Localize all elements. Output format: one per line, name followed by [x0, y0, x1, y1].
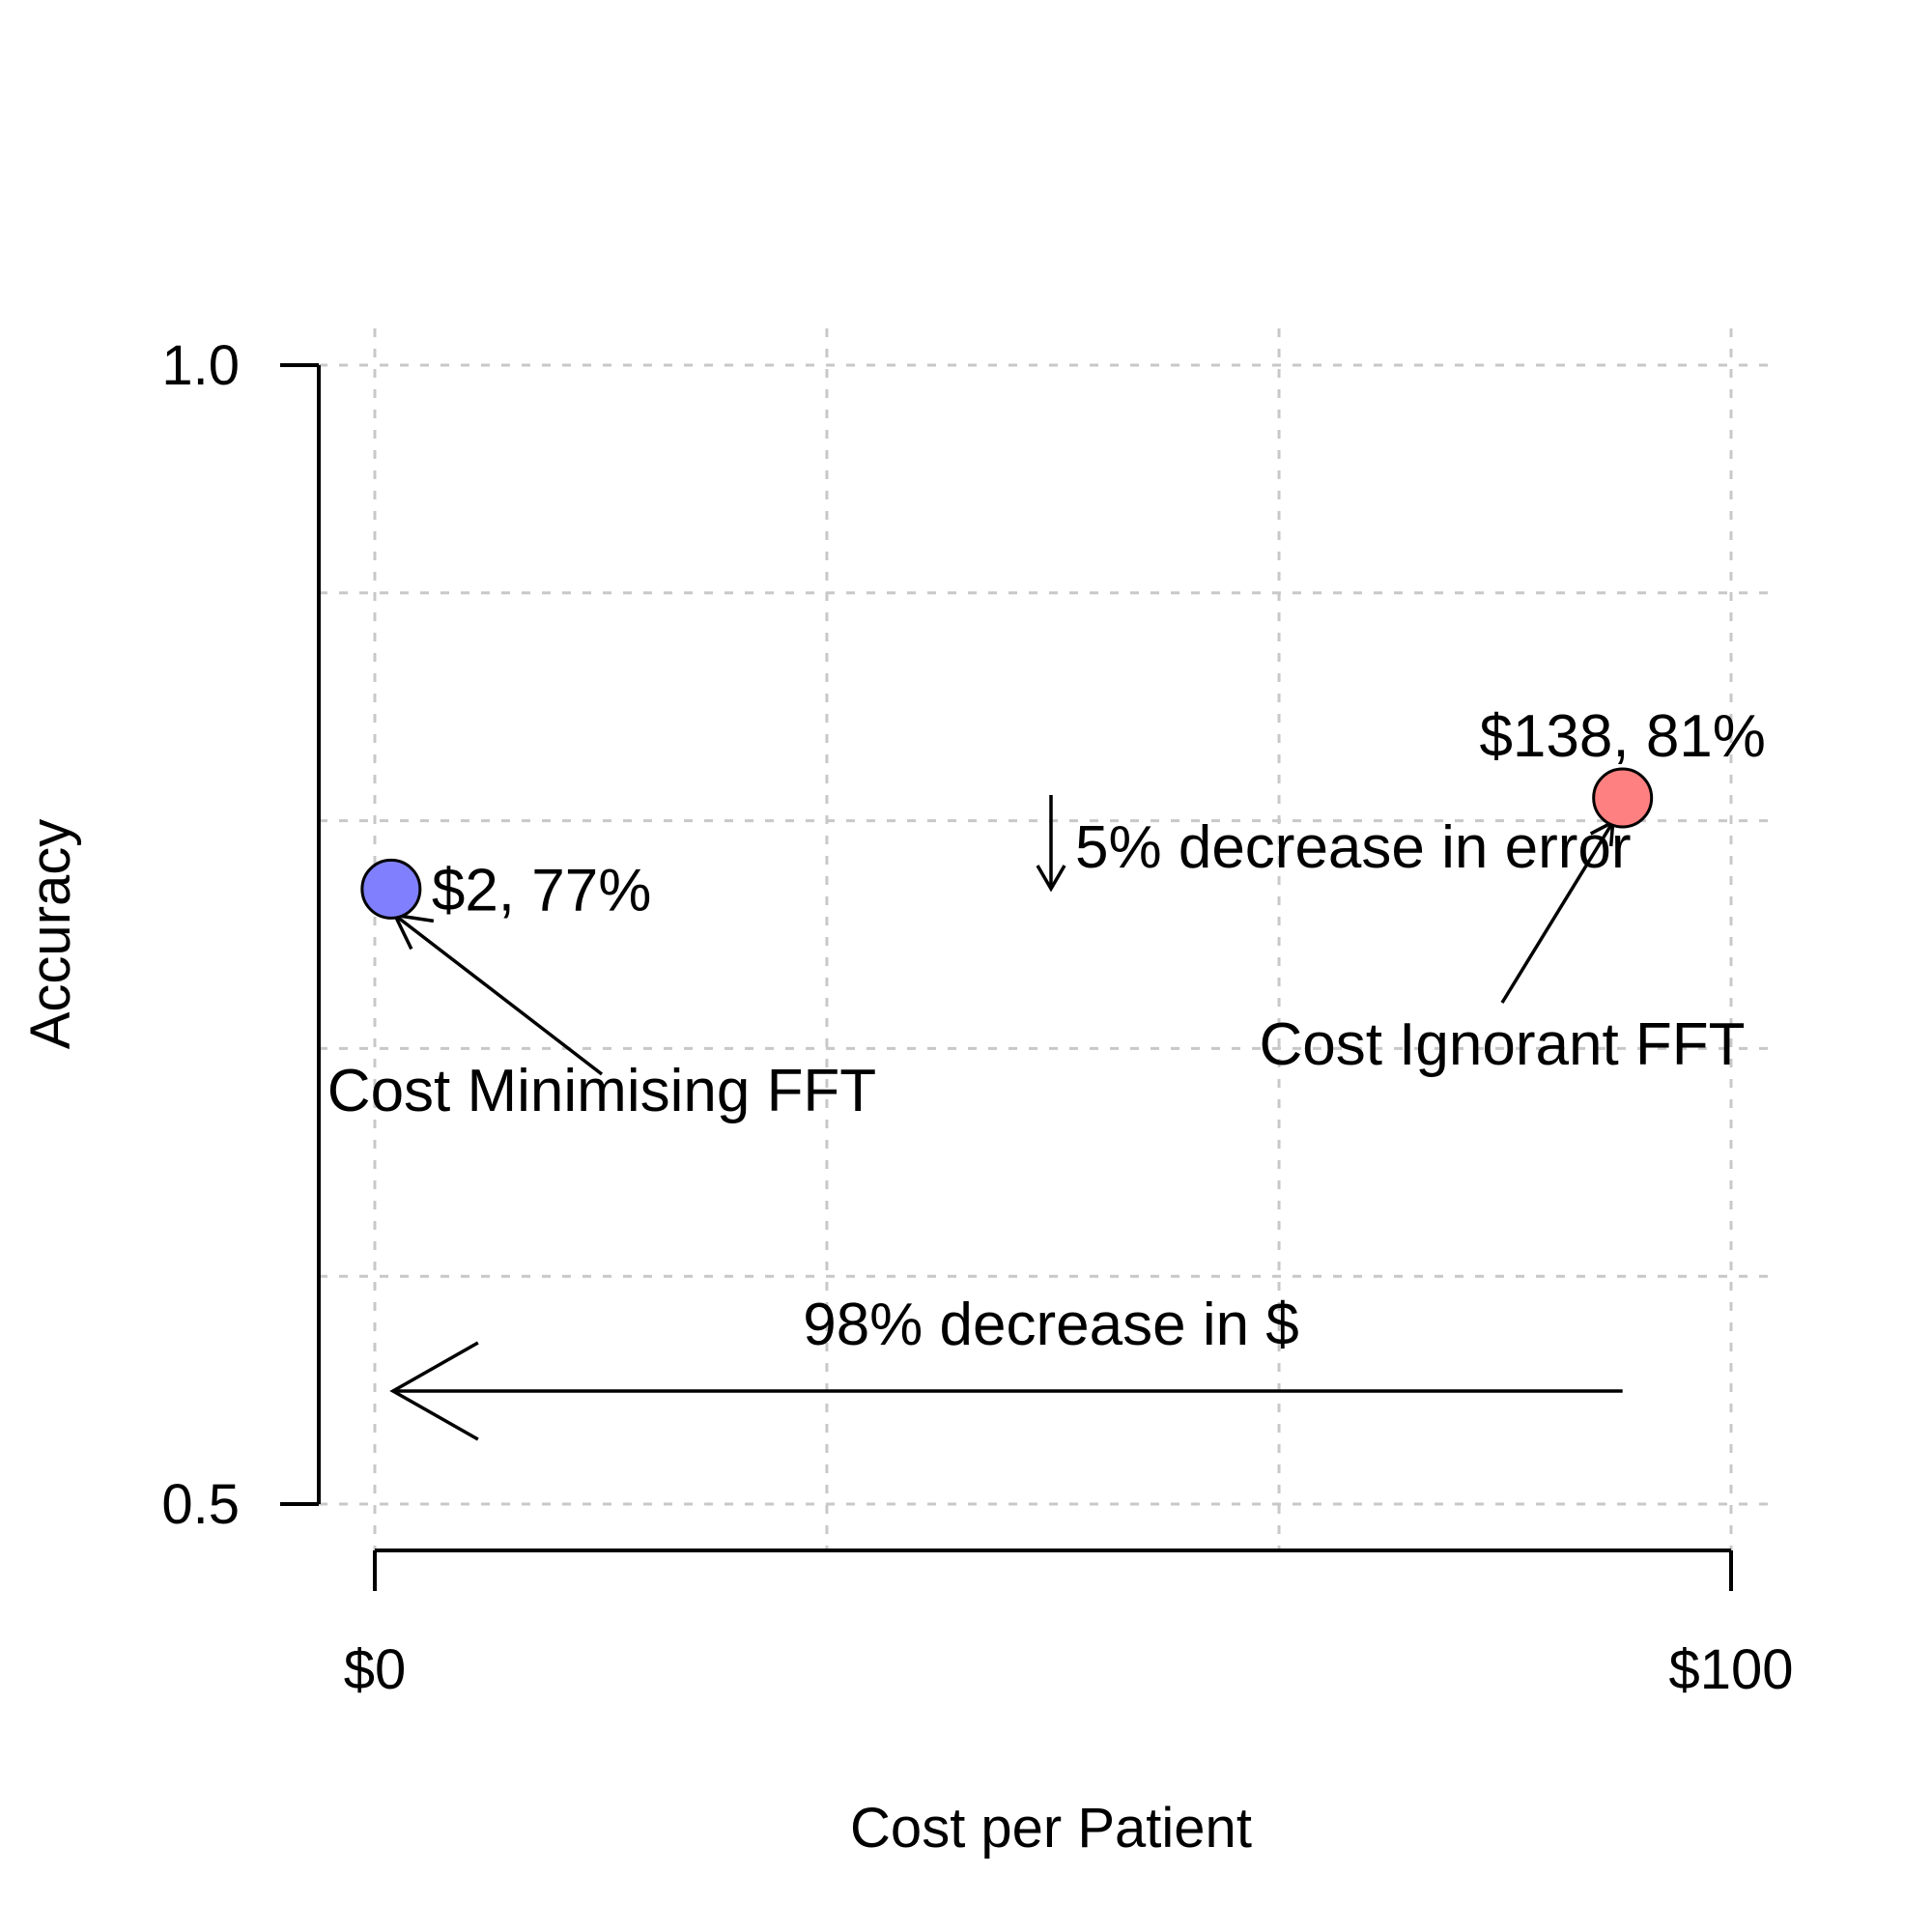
cost-decrease-label: 98% decrease in $ — [803, 1292, 1299, 1358]
axes: 0.5 1.0 $0 $100 Cost per Patient Accuracy — [19, 334, 1794, 1860]
cost-ignorant-pointer — [1500, 821, 1615, 1004]
labels: 98% decrease in $ 5% decrease in error $2,… — [327, 703, 1766, 1358]
series-label-cost-ignorant: Cost Ignorant FFT — [1259, 1011, 1745, 1078]
cost-minimising-pointer — [393, 913, 604, 1076]
error-decrease-arrowhead — [1036, 865, 1066, 893]
point-label-cost-ignorant: $138, 81% — [1479, 703, 1765, 770]
y-tick-label: 1.0 — [161, 334, 240, 397]
x-tick-label: $100 — [1668, 1638, 1793, 1701]
y-tick-label: 0.5 — [161, 1473, 240, 1536]
cost-decrease-arrowhead — [389, 1341, 479, 1441]
point-cost-ignorant — [1592, 767, 1654, 829]
point-label-cost-minimising: $2, 77% — [432, 857, 652, 923]
point-cost-minimising — [360, 858, 422, 920]
grid-lines — [319, 328, 1777, 1550]
data-points — [360, 767, 1654, 920]
x-axis-title: Cost per Patient — [850, 1797, 1252, 1860]
x-tick-label: $0 — [344, 1638, 407, 1701]
y-axis-title: Accuracy — [19, 819, 82, 1050]
error-decrease-label: 5% decrease in error — [1075, 814, 1632, 881]
series-label-cost-minimising: Cost Minimising FFT — [327, 1058, 876, 1124]
